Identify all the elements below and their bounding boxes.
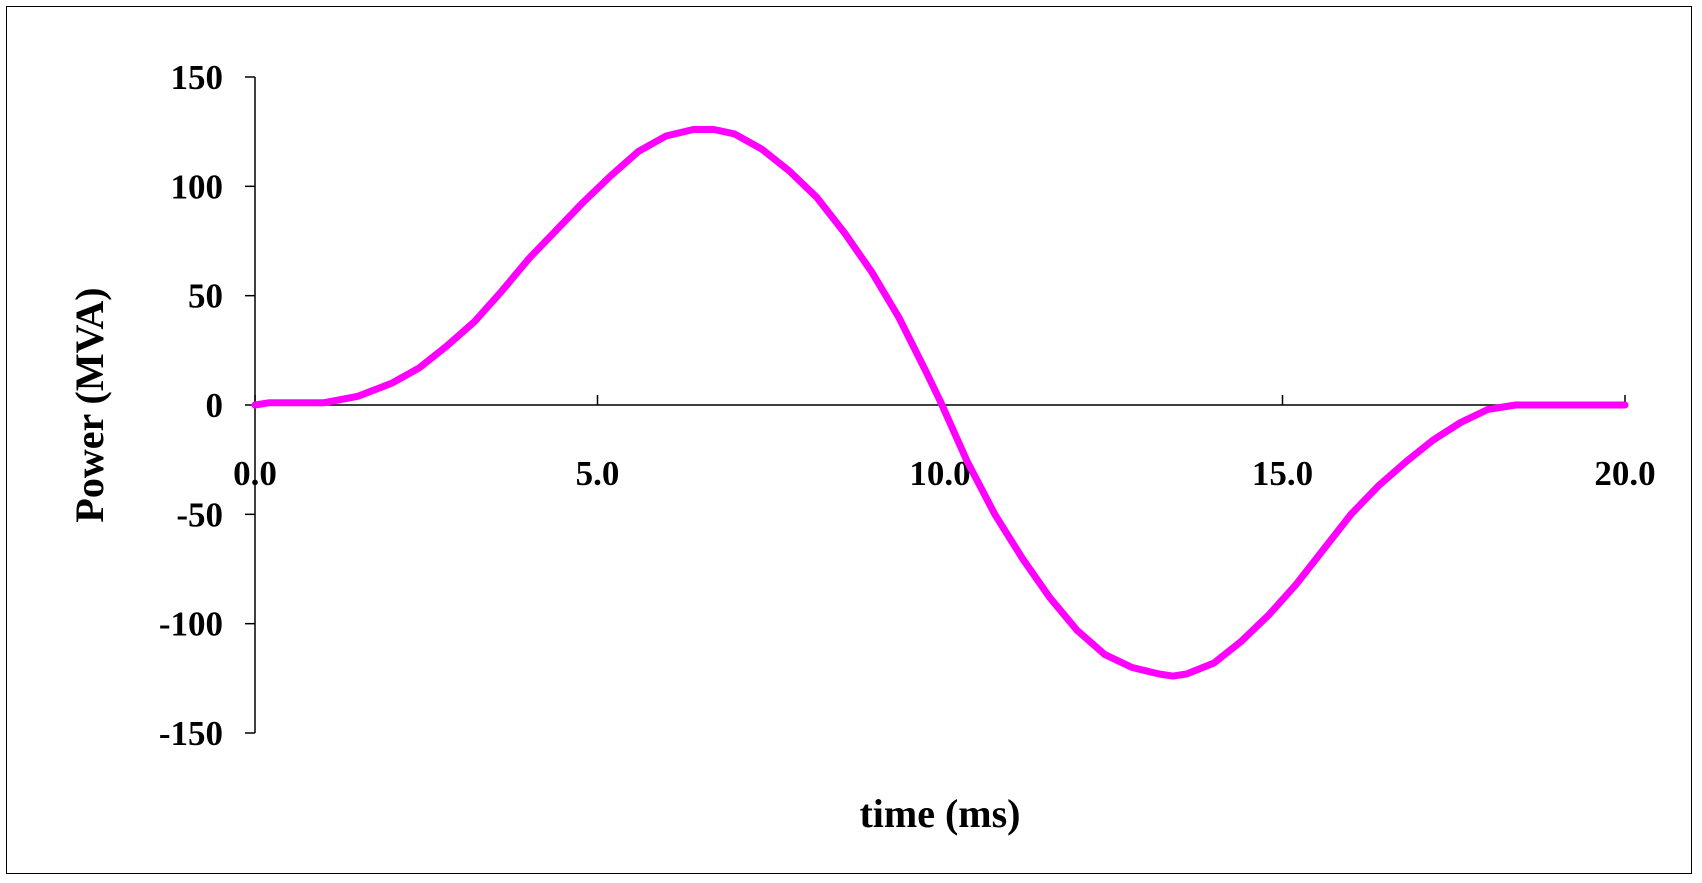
y-tick-label: 150 bbox=[171, 58, 224, 97]
x-axis-title: time (ms) bbox=[859, 791, 1020, 836]
y-tick-label: 0 bbox=[206, 386, 224, 425]
y-axis-title: Power (MVA) bbox=[67, 287, 112, 522]
y-tick-label: -50 bbox=[176, 495, 223, 534]
y-tick-label: 100 bbox=[171, 167, 224, 206]
tick-labels: 150 100 50 0 -50 -100 -150 0.0 5.0 10.0 15.0 20.0 bbox=[159, 58, 1656, 753]
series-line-0 bbox=[251, 126, 1629, 680]
x-tick-label: 5.0 bbox=[576, 454, 620, 493]
y-tick-label: -150 bbox=[159, 714, 223, 753]
y-tick-label: 50 bbox=[188, 277, 223, 316]
chart-frame bbox=[6, 6, 1692, 874]
x-tick-label: 15.0 bbox=[1252, 454, 1313, 493]
x-tick-label: 0.0 bbox=[233, 454, 277, 493]
series bbox=[251, 126, 1629, 680]
x-tick-label: 20.0 bbox=[1594, 454, 1655, 493]
y-tick-label: -100 bbox=[159, 605, 223, 644]
x-tick-label: 10.0 bbox=[909, 454, 970, 493]
